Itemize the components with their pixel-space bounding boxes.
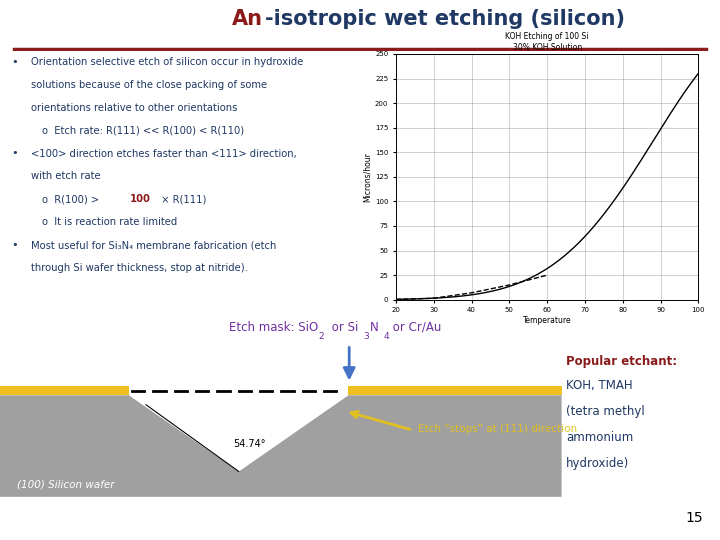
Text: 54.74°: 54.74° bbox=[233, 440, 266, 449]
Text: 2: 2 bbox=[319, 332, 325, 341]
Text: Orientation selective etch of silicon occur in hydroxide: Orientation selective etch of silicon oc… bbox=[30, 57, 303, 67]
Y-axis label: Microns/hour: Microns/hour bbox=[363, 152, 372, 202]
Text: Popular etchant:: Popular etchant: bbox=[566, 355, 678, 368]
Text: o  It is reaction rate limited: o It is reaction rate limited bbox=[42, 217, 177, 227]
Text: 15: 15 bbox=[685, 511, 703, 525]
Text: ammonium: ammonium bbox=[566, 431, 634, 444]
Text: × R(111): × R(111) bbox=[158, 194, 207, 205]
Text: Etch “stops” at (111) direction: Etch “stops” at (111) direction bbox=[418, 423, 577, 434]
Text: solutions because of the close packing of some: solutions because of the close packing o… bbox=[30, 79, 266, 90]
Text: •: • bbox=[11, 240, 18, 251]
Polygon shape bbox=[0, 395, 562, 497]
Text: 3: 3 bbox=[364, 332, 369, 341]
Bar bbox=[0, 387, 129, 395]
Text: 4: 4 bbox=[383, 332, 389, 341]
Bar bbox=[348, 387, 562, 395]
Text: KOH, TMAH: KOH, TMAH bbox=[566, 379, 633, 392]
Text: -isotropic wet etching (silicon): -isotropic wet etching (silicon) bbox=[265, 10, 625, 30]
Text: (100) Silicon wafer: (100) Silicon wafer bbox=[17, 479, 114, 489]
Text: hydroxide): hydroxide) bbox=[566, 457, 629, 470]
Polygon shape bbox=[129, 395, 348, 471]
Text: N: N bbox=[369, 321, 379, 334]
Text: with etch rate: with etch rate bbox=[30, 172, 100, 181]
Text: 100: 100 bbox=[130, 194, 150, 205]
Text: orientations relative to other orientations: orientations relative to other orientati… bbox=[30, 103, 237, 113]
Text: through Si wafer thickness, stop at nitride).: through Si wafer thickness, stop at nitr… bbox=[30, 263, 248, 273]
Text: o  Etch rate: R(111) << R(100) < R(110): o Etch rate: R(111) << R(100) < R(110) bbox=[42, 126, 244, 136]
Text: •: • bbox=[11, 57, 18, 67]
Text: o  R(100) >: o R(100) > bbox=[42, 194, 102, 205]
Text: Most useful for Si₃N₄ membrane fabrication (etch: Most useful for Si₃N₄ membrane fabricati… bbox=[30, 240, 276, 251]
Text: or Si: or Si bbox=[328, 321, 359, 334]
Text: •: • bbox=[11, 148, 18, 159]
X-axis label: Temperature: Temperature bbox=[523, 316, 572, 325]
Text: <100> direction etches faster than <111> direction,: <100> direction etches faster than <111>… bbox=[30, 148, 296, 159]
Title: KOH Etching of 100 Si
30% KOH Solution: KOH Etching of 100 Si 30% KOH Solution bbox=[505, 32, 589, 52]
Text: An: An bbox=[232, 10, 263, 30]
Text: Etch mask: SiO: Etch mask: SiO bbox=[229, 321, 318, 334]
Text: or Cr/Au: or Cr/Au bbox=[390, 321, 441, 334]
Text: (tetra methyl: (tetra methyl bbox=[566, 405, 645, 418]
